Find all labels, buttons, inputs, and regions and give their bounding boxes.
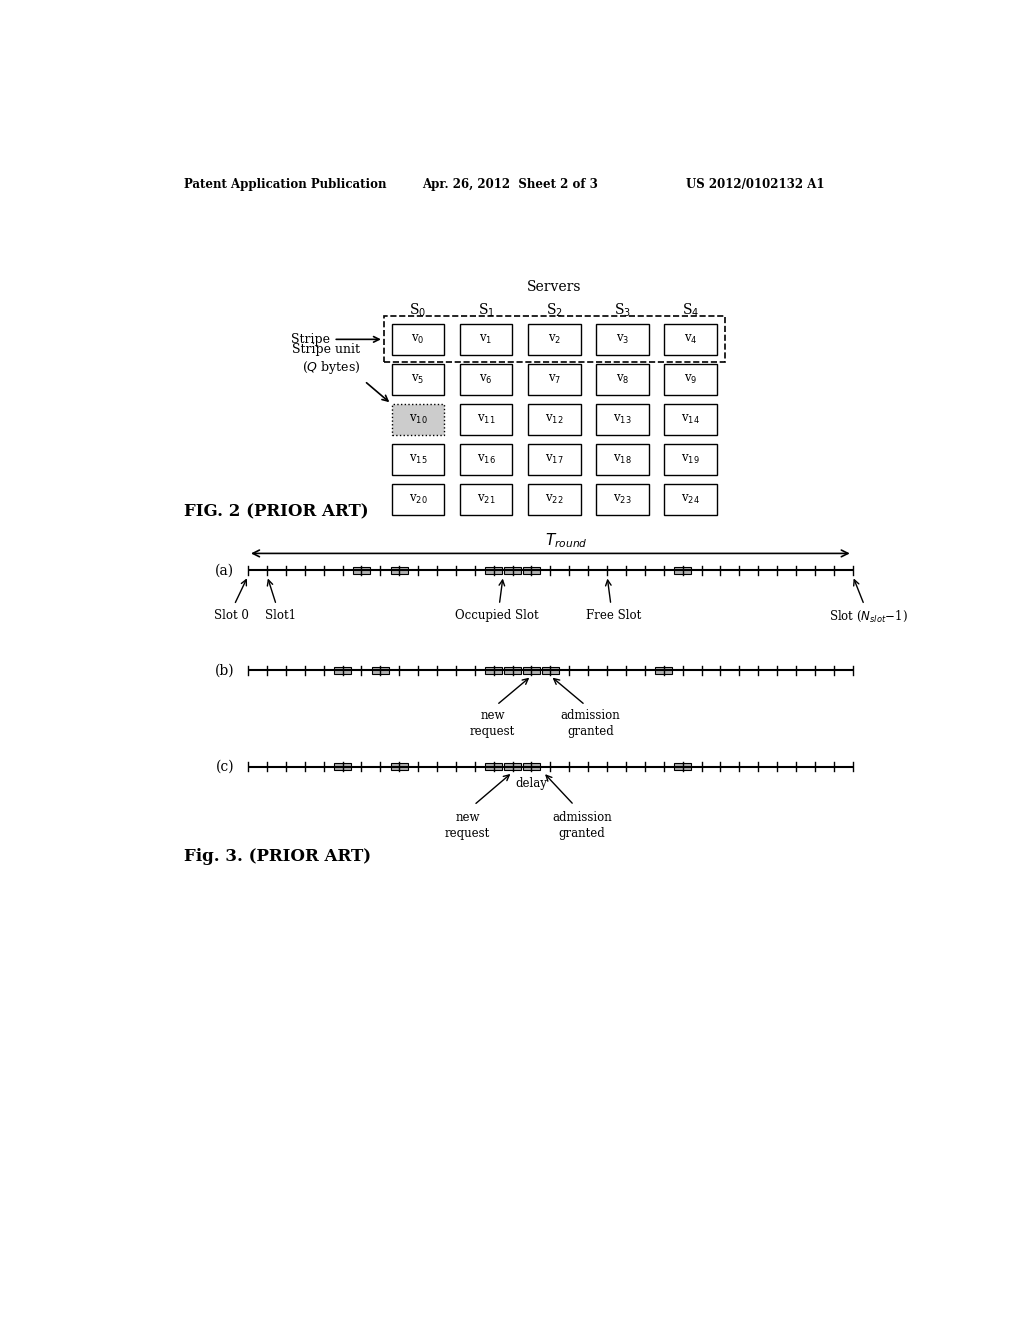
Bar [391, 323, 444, 355]
Bar [460, 404, 512, 434]
Bar [528, 484, 581, 515]
Text: $T_{round}$: $T_{round}$ [545, 532, 587, 550]
Text: (a): (a) [215, 564, 234, 577]
Bar [528, 364, 581, 395]
Text: S$_3$: S$_3$ [614, 301, 631, 319]
Text: v$_3$: v$_3$ [615, 333, 629, 346]
Text: Stripe: Stripe [291, 333, 330, 346]
Bar [372, 667, 389, 675]
Text: Patent Application Publication: Patent Application Publication [183, 178, 386, 190]
Text: v$_0$: v$_0$ [412, 333, 425, 346]
Bar [523, 667, 540, 675]
Text: v$_8$: v$_8$ [615, 372, 629, 385]
Text: Servers: Servers [527, 280, 582, 294]
Bar [460, 444, 512, 475]
Bar [596, 364, 649, 395]
Bar [391, 364, 444, 395]
Bar [665, 364, 717, 395]
Bar [391, 444, 444, 475]
Text: FIG. 2 (PRIOR ART): FIG. 2 (PRIOR ART) [183, 503, 369, 520]
Text: Apr. 26, 2012  Sheet 2 of 3: Apr. 26, 2012 Sheet 2 of 3 [423, 178, 598, 190]
Text: new
request: new request [445, 810, 490, 840]
Bar [485, 667, 502, 675]
Text: v$_{19}$: v$_{19}$ [681, 453, 700, 466]
Text: S$_4$: S$_4$ [682, 301, 699, 319]
Text: v$_{15}$: v$_{15}$ [409, 453, 427, 466]
Text: new
request: new request [470, 709, 515, 738]
Text: v$_{13}$: v$_{13}$ [613, 413, 632, 426]
Bar [528, 323, 581, 355]
Bar [655, 667, 672, 675]
Bar [485, 763, 502, 771]
Text: v$_{21}$: v$_{21}$ [477, 492, 496, 506]
Bar [665, 484, 717, 515]
Bar [460, 323, 512, 355]
Text: (b): (b) [215, 664, 234, 677]
Text: S$_0$: S$_0$ [410, 301, 426, 319]
Text: Stripe unit
($Q$ bytes): Stripe unit ($Q$ bytes) [293, 343, 360, 376]
Bar [504, 763, 521, 771]
Text: v$_6$: v$_6$ [479, 372, 493, 385]
Bar [674, 566, 691, 574]
Text: Free Slot: Free Slot [586, 609, 641, 622]
Text: v$_{23}$: v$_{23}$ [613, 492, 632, 506]
Text: Slot 0: Slot 0 [214, 609, 249, 622]
Text: v$_1$: v$_1$ [479, 333, 493, 346]
Bar [596, 444, 649, 475]
Text: S$_1$: S$_1$ [477, 301, 495, 319]
Text: v$_4$: v$_4$ [684, 333, 697, 346]
Text: v$_{20}$: v$_{20}$ [409, 492, 427, 506]
Bar [460, 484, 512, 515]
Bar [353, 566, 370, 574]
Text: Slot1: Slot1 [265, 609, 297, 622]
Bar [391, 404, 444, 434]
Text: v$_{10}$: v$_{10}$ [409, 413, 427, 426]
Bar [334, 667, 351, 675]
Bar [485, 566, 502, 574]
Text: delay: delay [516, 776, 548, 789]
Text: v$_{11}$: v$_{11}$ [477, 413, 496, 426]
Bar [523, 566, 540, 574]
Bar [665, 444, 717, 475]
Bar [460, 364, 512, 395]
Bar [334, 763, 351, 771]
Bar [674, 763, 691, 771]
Text: v$_{12}$: v$_{12}$ [545, 413, 563, 426]
Text: v$_{18}$: v$_{18}$ [613, 453, 632, 466]
Bar [596, 323, 649, 355]
Bar [596, 484, 649, 515]
Bar [596, 404, 649, 434]
Bar [384, 317, 725, 363]
Bar [504, 566, 521, 574]
Bar [528, 404, 581, 434]
Bar [542, 667, 559, 675]
Text: (c): (c) [215, 760, 234, 774]
Text: US 2012/0102132 A1: US 2012/0102132 A1 [686, 178, 824, 190]
Bar [665, 404, 717, 434]
Bar [391, 566, 408, 574]
Text: v$_5$: v$_5$ [412, 372, 425, 385]
Text: Fig. 3. (PRIOR ART): Fig. 3. (PRIOR ART) [183, 847, 371, 865]
Text: v$_{14}$: v$_{14}$ [681, 413, 700, 426]
Text: v$_{16}$: v$_{16}$ [476, 453, 496, 466]
Text: v$_2$: v$_2$ [548, 333, 561, 346]
Text: Slot ($N_{slot}$$-$1): Slot ($N_{slot}$$-$1) [828, 609, 907, 624]
Text: admission
granted: admission granted [561, 709, 621, 738]
Text: v$_{22}$: v$_{22}$ [545, 492, 563, 506]
Text: v$_{17}$: v$_{17}$ [545, 453, 563, 466]
Bar [504, 667, 521, 675]
Text: v$_{24}$: v$_{24}$ [681, 492, 700, 506]
Text: Occupied Slot: Occupied Slot [455, 609, 539, 622]
Bar [528, 444, 581, 475]
Bar [523, 763, 540, 771]
Text: S$_2$: S$_2$ [546, 301, 562, 319]
Text: admission
granted: admission granted [552, 810, 611, 840]
Bar [391, 484, 444, 515]
Bar [391, 763, 408, 771]
Text: v$_7$: v$_7$ [548, 372, 561, 385]
Text: v$_9$: v$_9$ [684, 372, 697, 385]
Bar [665, 323, 717, 355]
